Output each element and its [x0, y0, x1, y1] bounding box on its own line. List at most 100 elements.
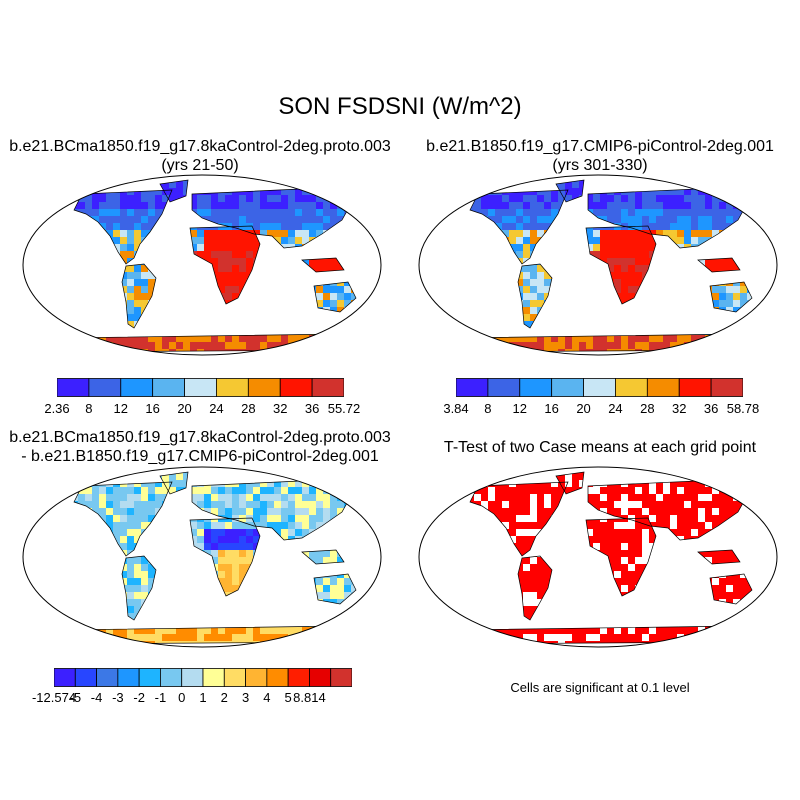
coastline — [469, 481, 569, 557]
colorbar-swatch — [88, 378, 122, 397]
colorbar-swatch — [311, 378, 344, 397]
panel4-title-line1: T-Test of two Case means at each grid po… — [443, 439, 757, 456]
panel2-title: b.e21.B1850.f19_g17.CMIP6-piControl-2deg… — [400, 137, 800, 175]
coastline — [301, 257, 345, 273]
coastline — [121, 555, 157, 621]
colorbar-tick-label: 4 — [263, 690, 271, 705]
panel4-map — [418, 466, 778, 648]
coastline — [73, 189, 173, 265]
colorbar-swatch — [519, 378, 553, 397]
colorbar-tick-label: 36 — [304, 401, 320, 416]
colorbar-swatch — [330, 668, 352, 687]
map-outline — [22, 466, 382, 648]
main-title: SON FSDSNI (W/m^2) — [278, 93, 522, 120]
colorbar-swatch — [138, 668, 161, 687]
colorbar-swatch — [287, 668, 310, 687]
colorbar-tick-label: 12 — [113, 401, 128, 416]
colorbar-tick-label: 2 — [220, 690, 228, 705]
coastline — [301, 549, 345, 565]
colorbar-swatch — [279, 378, 313, 397]
coastline — [159, 471, 189, 495]
panel3-title: b.e21.BCma1850.f19_g17.8kaControl-2deg.p… — [0, 428, 400, 466]
colorbar-swatch — [184, 378, 217, 397]
colorbar-swatch — [181, 668, 204, 687]
panel3-map — [22, 466, 382, 648]
colorbar-swatch — [57, 378, 90, 397]
panel3-colorbar — [54, 668, 352, 687]
panel2-title-line1: b.e21.B1850.f19_g17.CMIP6-piControl-2deg… — [426, 138, 774, 155]
panel2-colorbar-labels: 3.84 8 12 16 20 24 28 32 36 58.78 — [443, 401, 759, 417]
colorbar-swatch — [266, 668, 289, 687]
colorbar-swatch — [120, 378, 154, 397]
map-outline — [418, 466, 778, 648]
colorbar-tick-label: 24 — [209, 401, 224, 416]
panel1-title-line1: b.e21.BCma1850.f19_g17.8kaControl-2deg.p… — [9, 138, 391, 155]
colorbar-tick-label: 8 — [484, 401, 492, 416]
coastline — [697, 549, 741, 565]
colorbar-tick-label: -4 — [90, 690, 103, 705]
coastline — [189, 517, 261, 597]
colorbar-swatch — [646, 378, 680, 397]
colorbar-swatch — [247, 378, 281, 397]
panel2-map — [418, 174, 778, 356]
colorbar-tick-label: 36 — [703, 401, 719, 416]
colorbar-tick-label: -2 — [133, 690, 145, 705]
colorbar-tick-label: -3 — [112, 690, 124, 705]
coastline — [555, 179, 585, 203]
colorbar-swatch — [583, 378, 616, 397]
colorbar-tick-label: 32 — [272, 401, 288, 416]
coastline — [121, 263, 157, 329]
coastline — [697, 257, 741, 273]
panel1-title-line2: (yrs 21-50) — [161, 157, 239, 174]
colorbar-tick-label: 8 — [85, 401, 93, 416]
coastline — [517, 263, 553, 329]
coastline — [585, 225, 657, 305]
colorbar-swatch — [710, 378, 743, 397]
colorbar-tick-label: -5 — [69, 690, 82, 705]
panel3-title-line1: b.e21.BCma1850.f19_g17.8kaControl-2deg.p… — [9, 429, 391, 446]
panel1-colorbar-labels: 2.36 8 12 16 20 24 28 32 36 55.72 — [44, 401, 360, 417]
colorbar-tick-label: 28 — [640, 401, 655, 416]
panel3-title-line2: - b.e21.B1850.f19_g17.CMIP6-piControl-2d… — [21, 448, 379, 465]
colorbar-swatch — [96, 668, 119, 687]
colorbar-swatch — [74, 668, 97, 687]
colorbar-swatch — [551, 378, 584, 397]
panel4-title: T-Test of two Case means at each grid po… — [400, 438, 800, 457]
panel2-title-line2: (yrs 301-330) — [552, 157, 648, 174]
significance-note: Cells are significant at 0.1 level — [510, 680, 690, 695]
panel3-colorbar-labels: -12.574 -5 -4 -3 -2 -1 0 1 2 3 4 5 8.814 — [32, 690, 352, 706]
coastline — [709, 573, 753, 605]
coastline — [709, 281, 753, 313]
coastline — [517, 555, 553, 621]
colorbar-tick-label: 20 — [576, 401, 591, 416]
coastline — [189, 225, 261, 305]
colorbar-swatch — [160, 668, 183, 687]
colorbar-tick-label: 3 — [241, 690, 250, 705]
colorbar-tick-label: 1 — [199, 690, 207, 705]
colorbar-swatch — [216, 378, 249, 397]
colorbar-swatch — [615, 378, 648, 397]
colorbar-tick-label: 24 — [608, 401, 623, 416]
colorbar-tick-label: 28 — [241, 401, 256, 416]
coastline — [313, 281, 357, 313]
panel1-title: b.e21.BCma1850.f19_g17.8kaControl-2deg.p… — [0, 137, 400, 175]
colorbar-tick-label: 16 — [544, 401, 559, 416]
coastline — [313, 573, 357, 605]
coastline — [469, 189, 569, 265]
colorbar-swatch — [117, 668, 140, 687]
colorbar-swatch — [54, 668, 76, 687]
colorbar-tick-label: 32 — [671, 401, 687, 416]
map-outline — [418, 174, 778, 356]
colorbar-swatch — [202, 668, 225, 687]
coastline — [73, 481, 173, 557]
panel1-map — [22, 174, 382, 356]
colorbar-tick-label: 12 — [512, 401, 527, 416]
colorbar-tick-label: -12.574 — [31, 690, 77, 705]
colorbar-tick-label: -1 — [154, 690, 167, 705]
colorbar-swatch — [245, 668, 268, 687]
panel1-colorbar — [57, 378, 344, 397]
map-outline — [22, 174, 382, 356]
colorbar-tick-label: 58.78 — [726, 401, 760, 416]
colorbar-tick-label: 5 — [284, 690, 292, 705]
